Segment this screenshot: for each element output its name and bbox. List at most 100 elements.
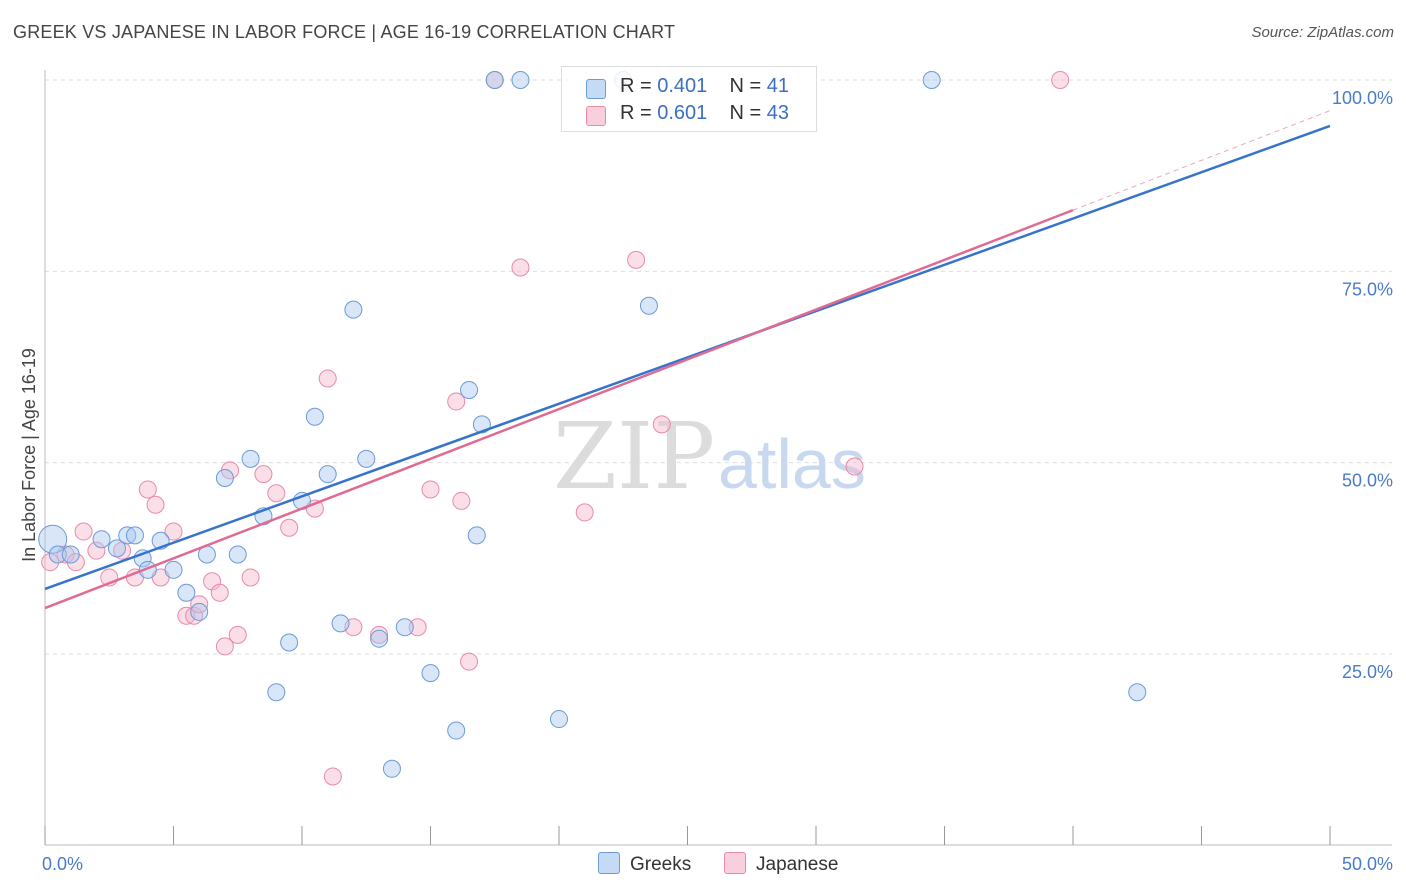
greeks-point	[267, 683, 286, 702]
y-tick-label: 25.0%	[1342, 662, 1393, 682]
japanese-point	[421, 480, 440, 499]
japanese-point	[370, 625, 389, 644]
japanese-point	[254, 465, 273, 484]
japanese-point	[87, 541, 106, 560]
greeks-r-label: R =	[620, 75, 652, 97]
greeks-swatch	[586, 79, 606, 99]
greeks-point	[331, 614, 350, 633]
japanese-swatch	[586, 106, 606, 126]
japanese-point	[210, 583, 229, 602]
watermark-zip: ZIP	[553, 403, 715, 510]
japanese-point	[267, 484, 286, 503]
japanese-point	[146, 495, 165, 514]
greeks-point	[177, 583, 196, 602]
y-axis-label: In Labor Force | Age 16-19	[19, 348, 39, 562]
greeks-point	[241, 449, 260, 468]
japanese-point	[318, 369, 337, 388]
x-tick-label: 0.0%	[42, 854, 83, 874]
japanese-point	[215, 637, 234, 656]
japanese-legend-label: Japanese	[756, 854, 839, 875]
greeks-n-value: 41	[766, 75, 790, 97]
greeks-points	[38, 71, 1147, 778]
japanese-point	[323, 767, 342, 786]
greeks-legend-swatch	[598, 852, 620, 874]
greeks-point	[228, 545, 247, 564]
greeks-point	[639, 296, 658, 315]
greeks-point	[511, 71, 530, 89]
japanese-point	[1051, 71, 1070, 89]
greeks-point	[190, 602, 209, 621]
japanese-trendline	[44, 208, 1074, 610]
grid-lines	[45, 79, 1392, 655]
greeks-r-value: 0.401	[657, 75, 708, 97]
japanese-trendline-extension	[1072, 110, 1331, 211]
japanese-point	[41, 553, 60, 572]
japanese-point	[190, 595, 209, 614]
greeks-point	[370, 629, 389, 648]
chart-title: GREEK VS JAPANESE IN LABOR FORCE | AGE 1…	[13, 22, 676, 42]
y-tick-label: 75.0%	[1342, 279, 1393, 299]
greeks-point	[118, 526, 137, 545]
legend: R = 0.401 N = 41 R = 0.601 N = 43	[561, 66, 817, 132]
japanese-n-value: 43	[766, 102, 790, 124]
japanese-point	[845, 457, 864, 476]
japanese-point	[408, 618, 427, 637]
greeks-point	[922, 71, 941, 89]
greeks-point	[485, 71, 504, 89]
greeks-point	[215, 468, 234, 487]
japanese-point	[280, 518, 299, 537]
japanese-points	[41, 71, 1070, 786]
greeks-point	[467, 526, 486, 545]
japanese-legend-swatch	[724, 852, 746, 874]
tick-labels: 25.0% 50.0% 75.0% 100.0% 0.0% 50.0%	[42, 88, 1393, 874]
bottom-legend-greeks: Greeks	[598, 852, 691, 876]
greeks-point	[550, 710, 568, 729]
greeks-point	[460, 380, 479, 399]
greeks-point	[1128, 683, 1147, 702]
greeks-point	[61, 545, 80, 564]
x-tick-label: 50.0%	[1342, 854, 1393, 874]
greeks-point	[107, 539, 126, 558]
greeks-point	[318, 465, 337, 484]
japanese-point	[74, 522, 93, 541]
japanese-r-value: 0.601	[657, 102, 708, 124]
bottom-legend-japanese: Japanese	[724, 852, 838, 876]
greeks-point	[48, 545, 67, 564]
japanese-point	[652, 415, 671, 434]
greeks-n-label: N =	[729, 75, 762, 97]
trendlines	[44, 110, 1331, 610]
y-tick-label: 100.0%	[1332, 88, 1393, 108]
greeks-point	[447, 721, 466, 740]
greeks-legend-label: Greeks	[630, 854, 692, 875]
greeks-point	[472, 415, 491, 434]
greeks-point	[92, 530, 111, 549]
y-tick-label: 50.0%	[1342, 471, 1393, 491]
japanese-point	[452, 491, 471, 510]
axes	[44, 70, 1392, 846]
greeks-point	[305, 407, 324, 426]
japanese-point	[511, 258, 530, 277]
greeks-point	[125, 526, 144, 545]
japanese-point	[447, 392, 466, 411]
greeks-point	[395, 618, 414, 637]
japanese-point	[241, 568, 260, 587]
japanese-r-label: R =	[620, 102, 652, 124]
source-label: Source: ZipAtlas.com	[1251, 24, 1394, 41]
greeks-point	[357, 449, 376, 468]
watermark-atlas: atlas	[718, 425, 866, 503]
japanese-point	[460, 652, 479, 671]
japanese-point	[164, 522, 183, 541]
greeks-point	[164, 560, 183, 579]
watermark: ZIP atlas	[553, 403, 866, 510]
japanese-point	[627, 250, 646, 269]
greeks-point	[421, 664, 440, 683]
japanese-point	[138, 480, 157, 499]
greeks-point	[280, 633, 299, 652]
greeks-point	[382, 759, 401, 778]
japanese-point	[575, 503, 594, 522]
japanese-n-label: N =	[729, 102, 762, 124]
greeks-trendline	[44, 124, 1331, 591]
greeks-point	[344, 300, 363, 319]
japanese-point	[228, 625, 247, 644]
